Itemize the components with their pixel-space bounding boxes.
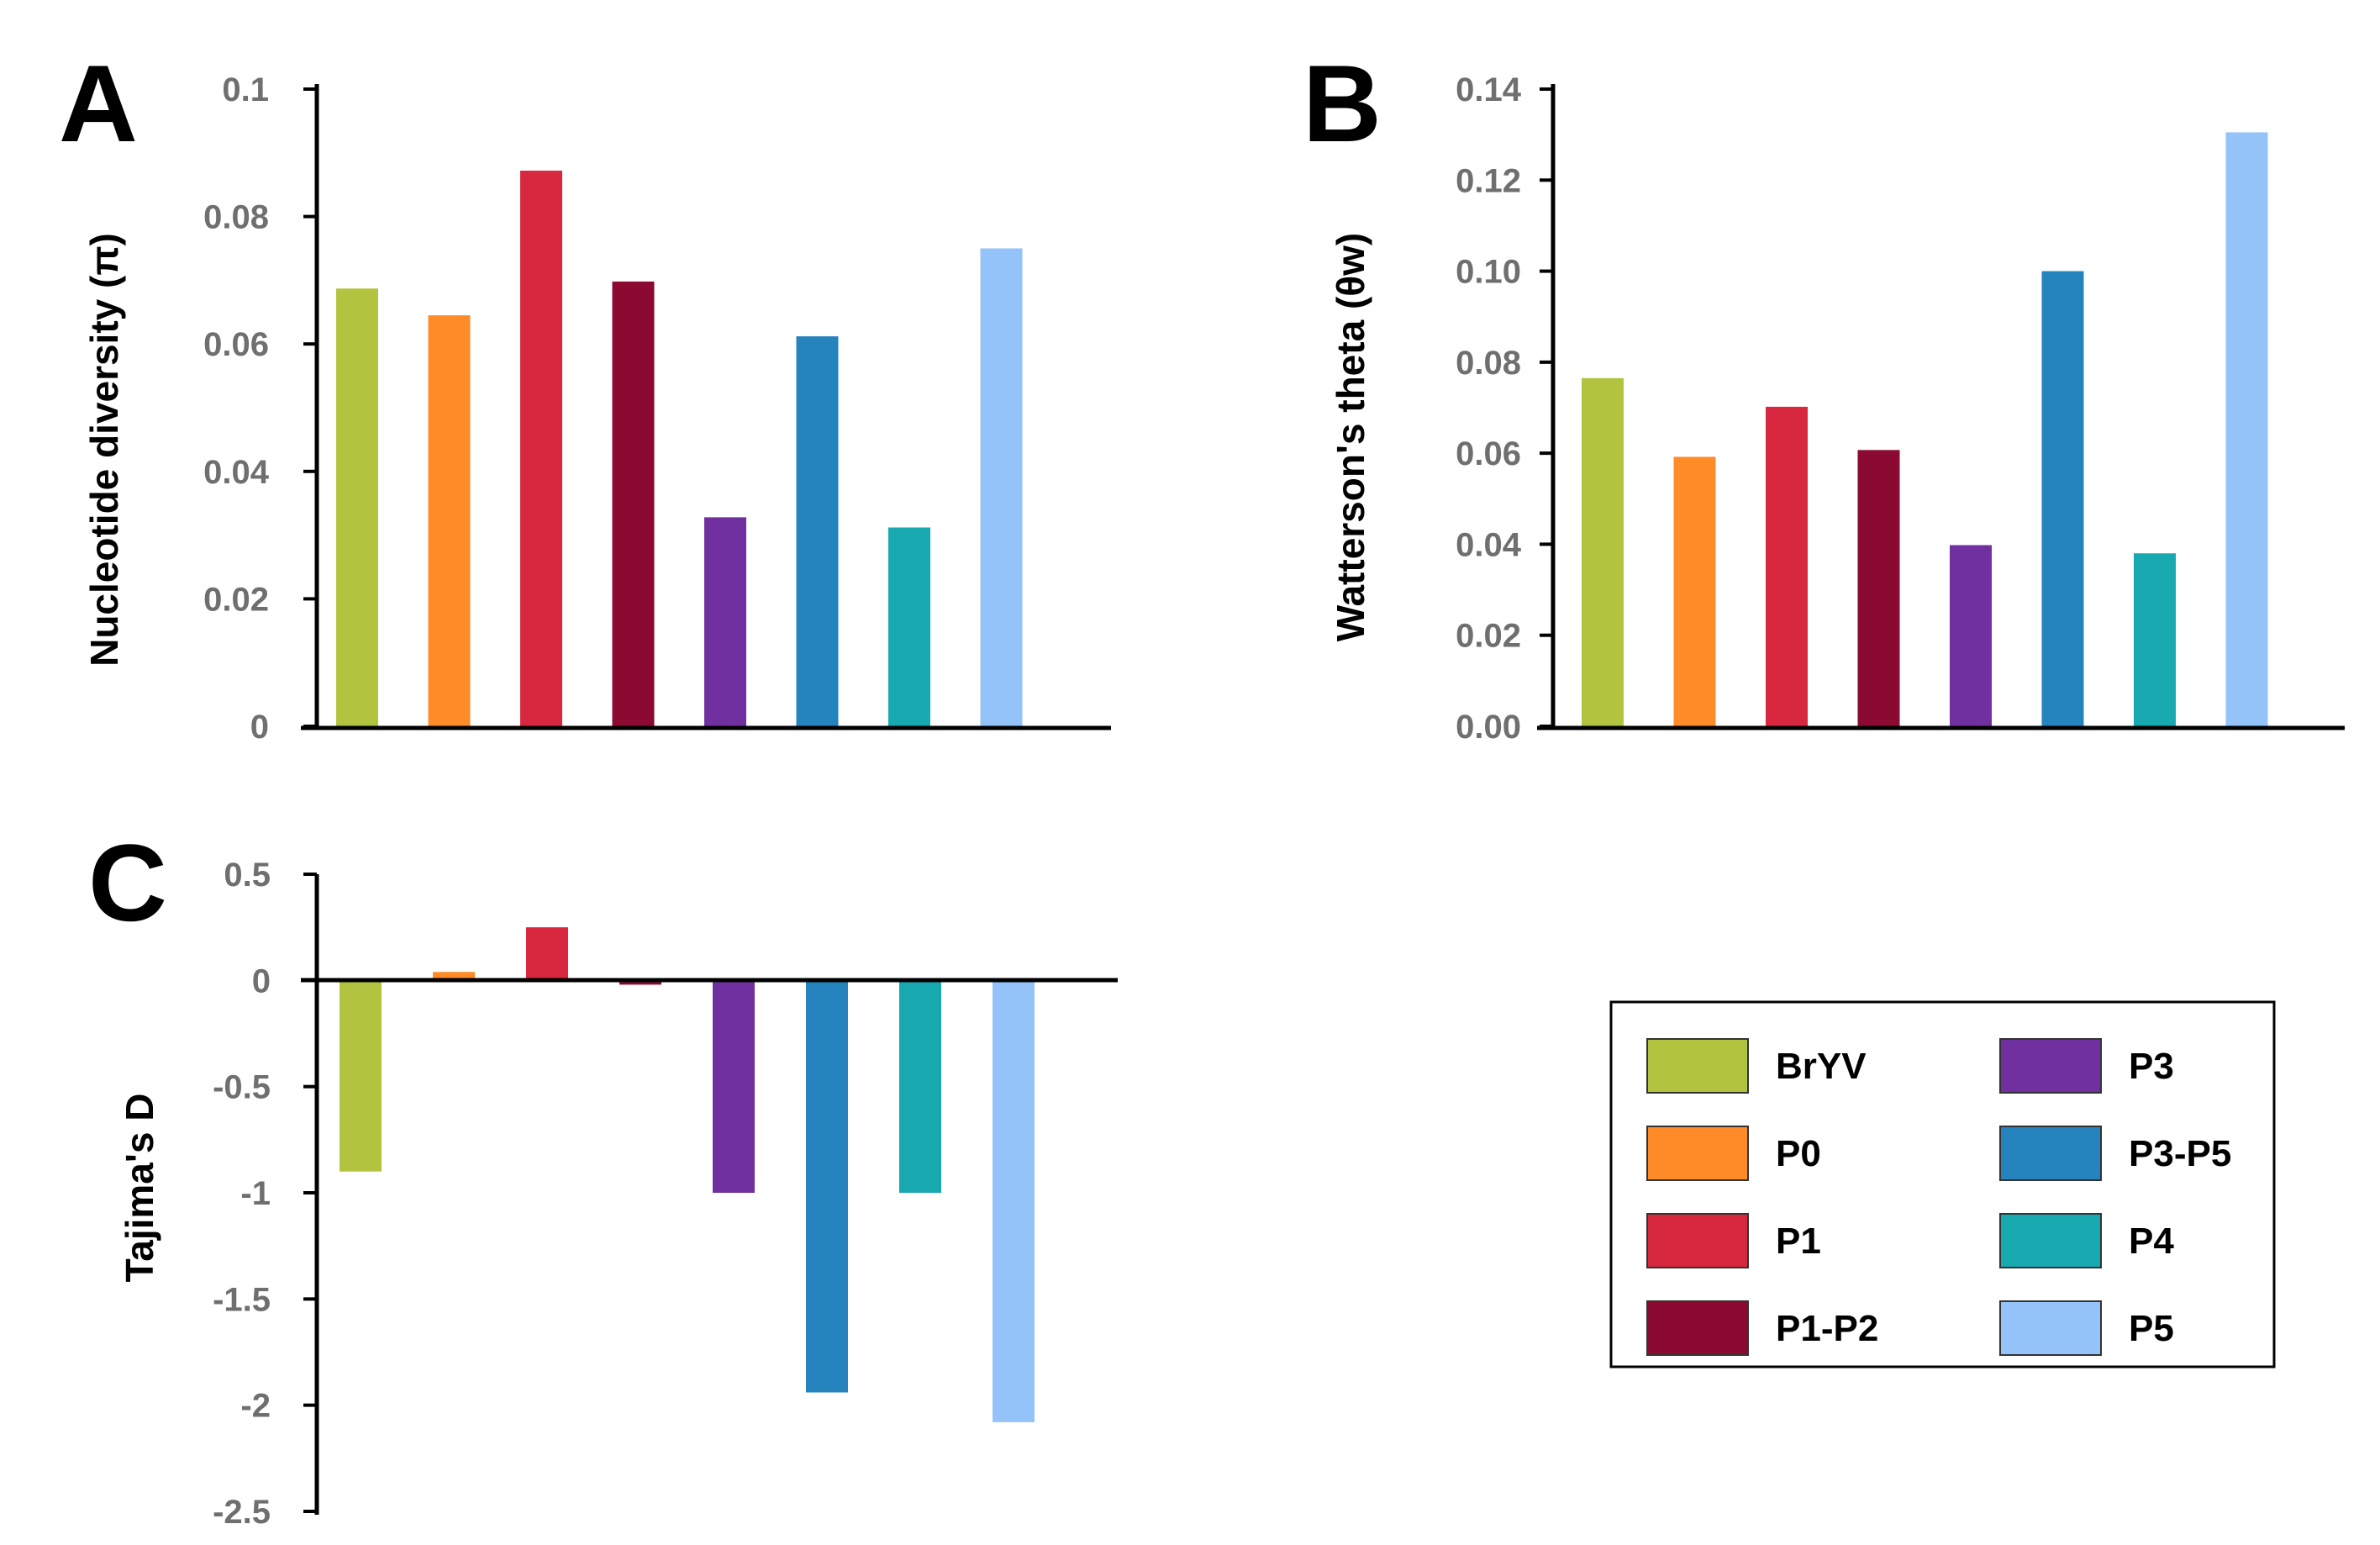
panel-a-tick-label: 0.08 [203,199,269,236]
bar-b-p1 [1766,406,1808,726]
panel-c-y-ticks: 0.5 0 -0.5 -1 -1.5 -2 -2.5 [213,857,317,1531]
panel-b-y-ticks: 0.00 0.02 0.04 0.06 0.08 0.10 0.12 0.14 [1456,71,1553,746]
legend-label-p5: P5 [2129,1308,2174,1349]
bar-b-p3 [1950,545,1992,726]
panel-a-tick-label: 0 [250,709,269,746]
bar-c-p3-p5 [806,980,848,1393]
bar-a-p5 [980,248,1023,726]
panel-c-tick-label: 0.5 [224,857,271,894]
legend-swatch-p3 [1999,1038,2102,1094]
bar-c-p4 [899,980,941,1193]
panel-b-y-axis-title: Watterson's theta (θw) [1329,233,1372,641]
legend-swatch-p4 [1999,1213,2102,1268]
legend-label-p4: P4 [2129,1221,2174,1262]
panel-c-bars [340,927,1035,1422]
panel-a-tick-label: 0.04 [203,454,270,491]
panel-b-tick-label: 0.12 [1456,162,1521,199]
bar-c-p5 [993,980,1035,1422]
legend-label-p1: P1 [1776,1221,1821,1262]
bar-a-p3-p5 [796,336,839,726]
legend-swatch-p3-p5 [1999,1126,2102,1181]
legend-items: BrYV P3 P0 P3-P5 P1 P4 P1-P2 P5 [1646,1038,2231,1356]
bar-b-p0 [1673,456,1716,726]
legend-swatch-p5 [1999,1300,2102,1356]
bar-a-p3 [704,517,746,726]
panel-c-tick-label: -2.5 [213,1494,271,1531]
panel-a-tick-label: 0.06 [203,326,269,363]
panel-b-tick-label: 0.14 [1456,71,1522,108]
legend-label-p1-p2: P1-P2 [1776,1308,1878,1349]
bar-b-p3-p5 [2041,271,2084,727]
panel-a-y-ticks: 0 0.02 0.04 0.06 0.08 0.1 [203,71,317,746]
panel-c-letter: C [88,821,167,944]
panel-a-bars [336,171,1023,727]
panel-c-tick-label: -0.5 [213,1069,271,1106]
bar-a-bryv [336,288,378,726]
panel-c: C Tajima's D 0.5 0 -0.5 -1 -1.5 -2 -2.5 [88,821,1118,1531]
bar-c-bryv [340,980,382,1172]
panel-b-tick-label: 0.04 [1456,526,1522,563]
bar-b-bryv [1582,377,1624,726]
panel-a-tick-label: 0.02 [203,581,269,618]
panel-a-letter: A [59,42,138,165]
legend-label-p3-p5: P3-P5 [2129,1133,2231,1174]
panel-b: B Watterson's theta (θw) 0.000.020.040.0… [1303,42,2345,746]
panel-c-tick-label: -1 [240,1175,271,1212]
legend-label-p0: P0 [1776,1133,1821,1174]
panel-b-tick-label: 0.10 [1456,254,1521,291]
panel-a-tick-label: 0.1 [222,71,269,108]
panel-c-tick-label: -1.5 [213,1281,271,1318]
bar-b-p5 [2225,132,2268,726]
legend-swatch-p0 [1646,1126,1749,1181]
panel-a: A Nucleotide diversity (π) 0 0.02 0.04 0.06… [59,42,1111,746]
legend: BrYV P3 P0 P3-P5 P1 P4 P1-P2 P5 [1609,1000,2276,1368]
legend-swatch-bryv [1646,1038,1749,1094]
legend-swatch-p1 [1646,1213,1749,1268]
panel-c-y-axis-title: Tajima's D [118,1094,161,1283]
bar-c-p3 [713,980,755,1193]
bar-c-p1 [526,927,568,981]
panel-a-y-axis-title: Nucleotide diversity (π) [82,233,126,667]
panel-b-tick-label: 0.08 [1456,345,1521,382]
bar-a-p0 [428,315,471,726]
panel-b-tick-label: 0.00 [1456,709,1521,746]
bar-a-p1-p2 [612,281,655,726]
panel-c-tick-label: -2 [240,1388,271,1425]
bar-c-p1-p2 [619,980,661,985]
bar-c-p0 [433,972,475,981]
bar-a-p4 [888,527,930,726]
panel-c-tick-label: 0 [252,962,271,999]
legend-label-bryv: BrYV [1776,1046,1867,1087]
bar-b-p4 [2134,553,2176,726]
legend-swatch-p1-p2 [1646,1300,1749,1356]
panel-b-letter: B [1303,42,1382,165]
bar-a-p1 [520,171,562,727]
panel-b-tick-label: 0.06 [1456,435,1521,472]
bar-b-p1-p2 [1857,450,1900,726]
panel-b-tick-label: 0.02 [1456,618,1521,655]
panel-b-bars [1582,132,2268,727]
legend-label-p3: P3 [2129,1046,2174,1087]
